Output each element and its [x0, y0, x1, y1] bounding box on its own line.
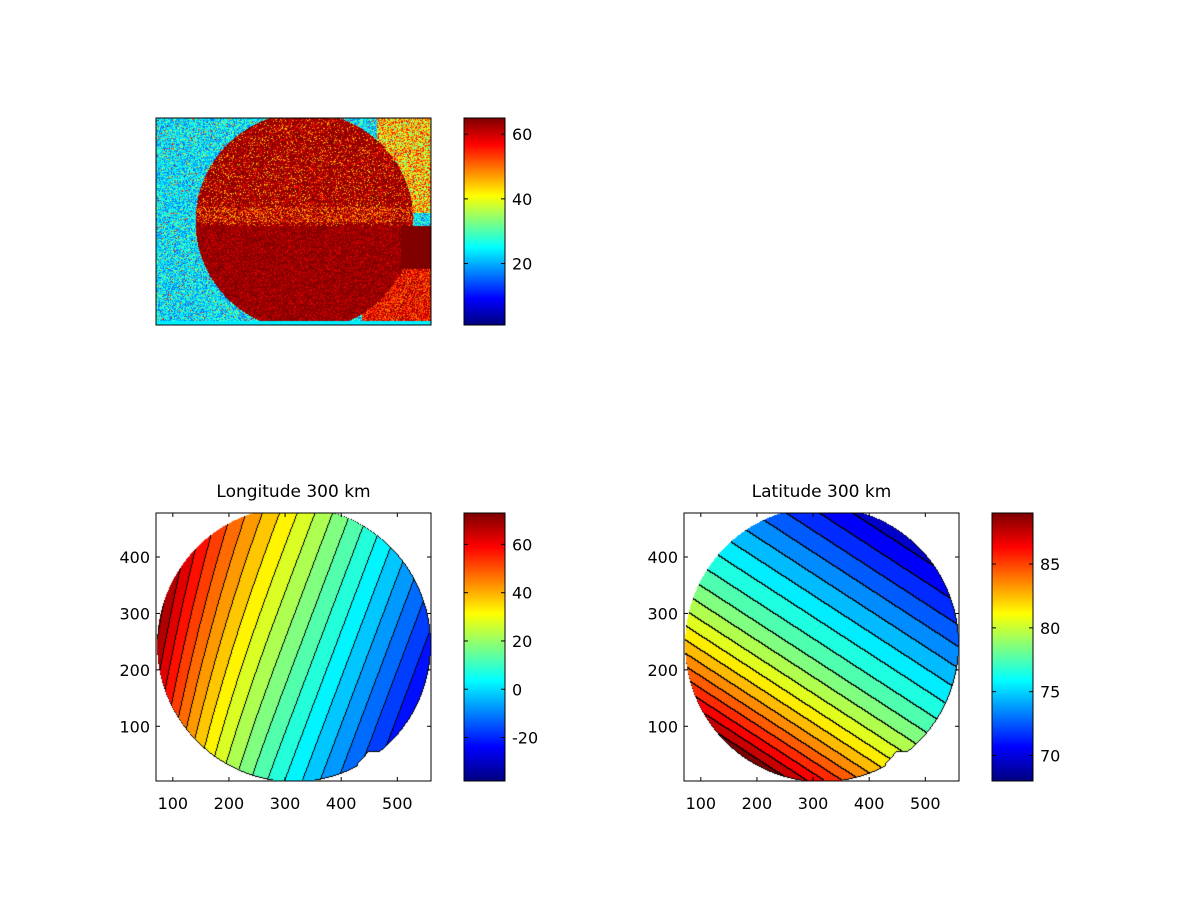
raw-colorbar-tick-label: 20 [512, 255, 532, 274]
longitude-colorbar-tick-label: 40 [512, 584, 532, 603]
latitude-x-tick-label: 500 [910, 794, 941, 813]
latitude-colorbar-tick-label: 85 [1040, 555, 1060, 574]
latitude-plot-area: 100 200 300 400 500 100 200 300 400 [647, 512, 960, 813]
latitude-panel: Latitude 300 km 100 200 300 400 500 100 200 300… [647, 482, 960, 813]
raw-colorbar-tick-label: 40 [512, 190, 532, 209]
latitude-colorbar-gradient [992, 513, 1033, 781]
latitude-x-tick-label: 100 [686, 794, 717, 813]
latitude-colorbar: 70 75 80 85 [991, 512, 1060, 782]
latitude-x-tick-label: 300 [798, 794, 829, 813]
latitude-y-tick-label: 200 [647, 661, 678, 680]
raw-image-panel [155, 117, 432, 326]
latitude-y-tick-label: 400 [647, 548, 678, 567]
longitude-colorbar-tick-label: 60 [512, 535, 532, 554]
longitude-colorbar: -20 0 20 40 60 [463, 512, 538, 782]
longitude-colorbar-frame [463, 512, 506, 782]
longitude-y-tick-label: 300 [119, 604, 150, 623]
longitude-colorbar-gradient [464, 513, 505, 781]
longitude-x-tick-label: 200 [214, 794, 245, 813]
latitude-filled-contours [684, 513, 959, 781]
longitude-colorbar-tick-label: 20 [512, 632, 532, 651]
latitude-colorbar-frame [991, 512, 1034, 782]
latitude-axes-frame [683, 512, 960, 782]
latitude-colorbar-tick-label: 75 [1040, 683, 1060, 702]
longitude-colorbar-tick-label: 0 [512, 680, 522, 699]
longitude-y-tick-label: 200 [119, 661, 150, 680]
longitude-x-tick-label: 300 [270, 794, 301, 813]
raw-colorbar-tick-label: 60 [512, 125, 532, 144]
longitude-y-tick-label: 400 [119, 548, 150, 567]
longitude-colorbar-tick-label: -20 [512, 729, 538, 748]
raw-colorbar-gradient [464, 118, 505, 325]
longitude-x-tick-label: 100 [158, 794, 189, 813]
raw-colorbar-frame [463, 117, 506, 326]
latitude-x-tick-label: 200 [742, 794, 773, 813]
latitude-x-tick-label: 400 [854, 794, 885, 813]
raw-intensity-image [156, 118, 431, 325]
longitude-filled-contours [156, 513, 431, 781]
longitude-x-tick-label: 500 [382, 794, 413, 813]
raw-intensity-pixels [156, 118, 431, 325]
latitude-colorbar-tick-label: 80 [1040, 619, 1060, 638]
latitude-title: Latitude 300 km [752, 482, 892, 502]
longitude-plot-area: 100 200 300 400 500 100 200 300 400 [119, 512, 432, 813]
latitude-colorbar-tick-label: 70 [1040, 746, 1060, 765]
latitude-y-tick-label: 300 [647, 604, 678, 623]
longitude-y-tick-label: 100 [119, 717, 150, 736]
raw-image-colorbar: 20 40 60 [463, 117, 532, 326]
longitude-title: Longitude 300 km [216, 482, 370, 502]
longitude-axes-frame [155, 512, 432, 782]
raw-image-frame [155, 117, 432, 326]
latitude-y-tick-label: 100 [647, 717, 678, 736]
longitude-panel: Longitude 300 km 100 200 300 400 500 100 200 30… [119, 482, 432, 813]
longitude-x-tick-label: 400 [326, 794, 357, 813]
